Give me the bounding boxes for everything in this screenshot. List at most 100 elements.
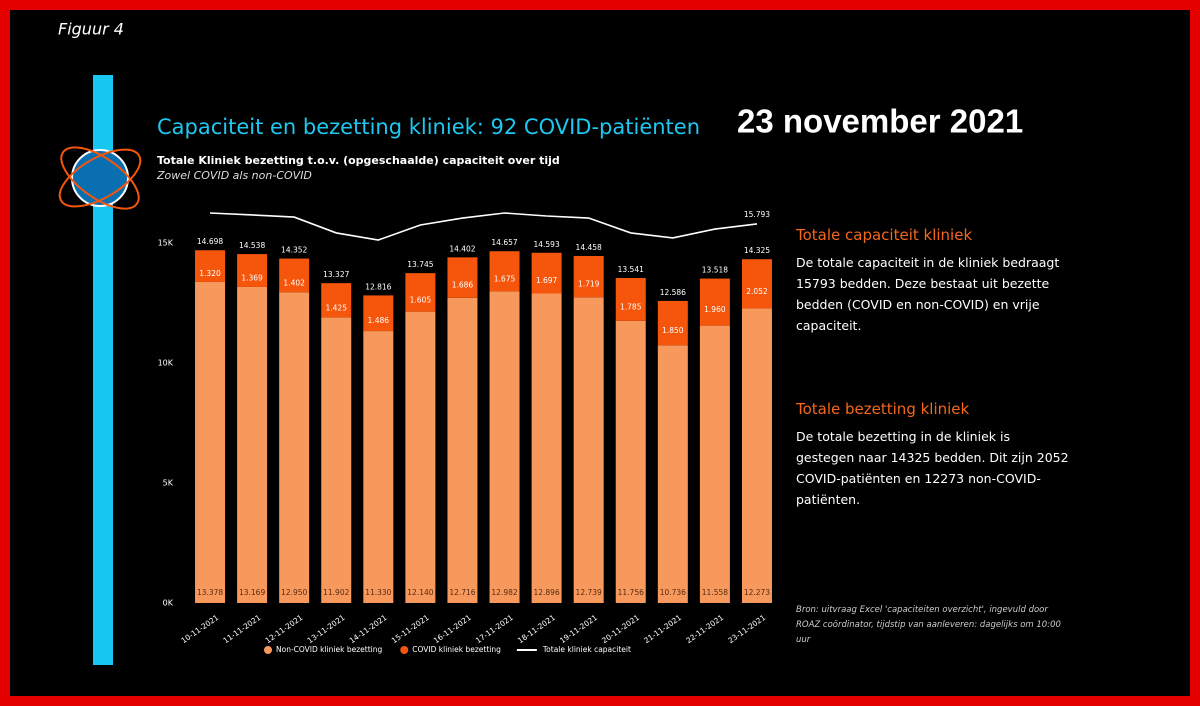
- bar-segment: [405, 311, 436, 603]
- bar-segment: [615, 320, 646, 603]
- bar-segment: [699, 278, 730, 326]
- bar-segment: [447, 257, 478, 298]
- value-label: 12.273: [744, 588, 770, 597]
- line-label: 15.793: [744, 210, 770, 219]
- legend-swatch: [400, 646, 409, 654]
- bar-segment: [573, 297, 604, 603]
- bar-segment: [657, 345, 688, 603]
- x-tick-label: 11-11-2021: [222, 613, 263, 646]
- source-note: Bron: uitvraag Excel 'capaciteiten overz…: [796, 605, 1061, 645]
- value-label: 13.169: [239, 588, 265, 597]
- value-label: 1.697: [536, 276, 558, 285]
- value-label: 11.756: [618, 588, 644, 597]
- bar-segment: [321, 317, 352, 603]
- bar-segment: [741, 259, 772, 309]
- logo: [58, 146, 142, 210]
- x-tick-label: 20-11-2021: [600, 613, 641, 646]
- value-label: 1.320: [199, 269, 221, 278]
- panel-heading: Totale capaciteit kliniek: [796, 226, 973, 244]
- subtitle: Totale Kliniek bezetting t.o.v. (opgesch…: [157, 154, 560, 167]
- bar-segment: [489, 291, 520, 603]
- panel: Totale bezetting kliniek De totale bezet…: [796, 400, 1071, 510]
- figure-label: Figuur 4: [58, 20, 124, 39]
- total-label: 14.593: [533, 240, 559, 249]
- bar-segment: [657, 300, 688, 346]
- bar-segment: [699, 325, 730, 603]
- value-label: 12.896: [533, 588, 559, 597]
- value-label: 1.719: [578, 280, 600, 289]
- legend-swatch: [264, 646, 272, 654]
- chart-title: Capaciteit en bezetting kliniek: 92 COVI…: [157, 115, 700, 139]
- bar-segment: [405, 273, 436, 312]
- value-label: 10.736: [660, 588, 686, 597]
- value-label: 11.558: [702, 588, 728, 597]
- value-label: 13.378: [197, 588, 223, 597]
- panel: Totale capaciteit kliniek De totale capa…: [796, 226, 1071, 336]
- total-label: 13.541: [618, 265, 644, 274]
- total-label: 14.698: [197, 237, 223, 246]
- x-tick-label: 19-11-2021: [558, 613, 599, 646]
- panel-heading: Totale bezetting kliniek: [796, 400, 970, 418]
- value-label: 12.982: [491, 588, 517, 597]
- panel-text: De totale bezetting in de kliniek is ges…: [796, 429, 1069, 507]
- bar-segment: [195, 281, 226, 603]
- panel-text: De totale capaciteit in de kliniek bedra…: [796, 255, 1060, 333]
- legend-label: COVID kliniek bezetting: [412, 645, 501, 654]
- total-label: 14.402: [449, 244, 475, 253]
- bar-segment: [447, 297, 478, 603]
- value-label: 11.902: [323, 588, 349, 597]
- bar-segment: [531, 252, 562, 294]
- total-label: 14.538: [239, 241, 265, 250]
- value-label: 2.052: [746, 287, 768, 296]
- bar-segment: [363, 331, 394, 603]
- x-tick-label: 12-11-2021: [264, 613, 305, 646]
- y-tick-label: 10K: [158, 359, 174, 368]
- bar-segment: [615, 278, 646, 321]
- subtitle2: Zowel COVID als non-COVID: [156, 169, 312, 182]
- x-tick-label: 17-11-2021: [474, 613, 515, 646]
- x-tick-label: 18-11-2021: [516, 613, 557, 646]
- x-tick-label: 10-11-2021: [179, 613, 220, 646]
- total-label: 14.325: [744, 246, 770, 255]
- bar-segment: [531, 293, 562, 603]
- bar-segment: [363, 295, 394, 332]
- total-label: 13.518: [702, 266, 728, 275]
- bar-segment: [237, 286, 268, 603]
- value-label: 1.369: [241, 274, 263, 283]
- value-label: 12.140: [407, 588, 433, 597]
- x-tick-label: 15-11-2021: [390, 613, 431, 646]
- value-label: 12.739: [576, 588, 602, 597]
- x-tick-label: 22-11-2021: [684, 613, 725, 646]
- value-label: 12.716: [449, 588, 475, 597]
- value-label: 1.960: [704, 305, 726, 314]
- value-label: 1.850: [662, 326, 684, 335]
- x-tick-label: 14-11-2021: [348, 613, 389, 646]
- value-label: 1.605: [410, 295, 432, 304]
- bar-segment: [195, 250, 226, 282]
- y-tick-label: 5K: [163, 479, 174, 488]
- total-label: 12.816: [365, 282, 391, 291]
- value-label: 1.402: [283, 278, 305, 287]
- y-tick-label: 0K: [163, 599, 174, 608]
- x-tick-label: 16-11-2021: [432, 613, 473, 646]
- total-label: 13.745: [407, 260, 433, 269]
- bar-segment: [489, 251, 520, 292]
- bar-segment: [321, 283, 352, 318]
- total-label: 12.586: [660, 288, 686, 297]
- value-label: 1.686: [452, 281, 474, 290]
- y-tick-label: 15K: [158, 239, 174, 248]
- x-tick-label: 23-11-2021: [726, 613, 767, 646]
- total-label: 14.458: [576, 243, 602, 252]
- value-label: 1.785: [620, 302, 642, 311]
- bar-segment: [573, 256, 604, 298]
- bar-segment: [279, 258, 310, 293]
- bar-segment: [237, 254, 268, 287]
- accent-bar: [93, 75, 113, 665]
- legend-label: Non-COVID kliniek bezetting: [276, 645, 383, 654]
- legend-label: Totale kliniek capaciteit: [542, 645, 631, 654]
- bar-segment: [279, 292, 310, 603]
- bar-segment: [741, 308, 772, 603]
